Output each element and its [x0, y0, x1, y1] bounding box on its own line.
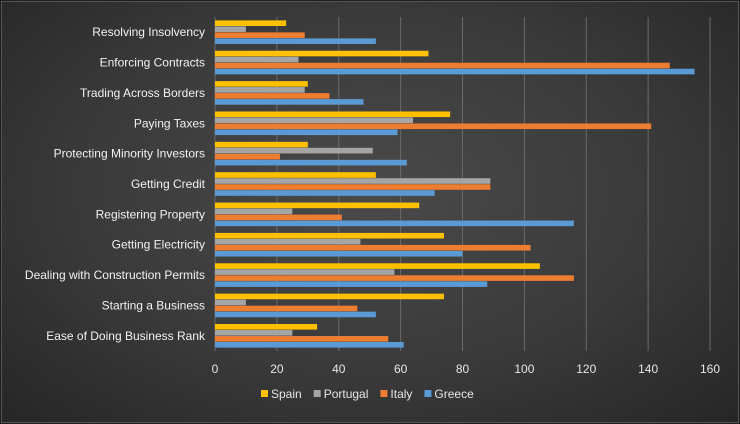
bar-spain — [215, 20, 287, 26]
bar-portugal — [215, 147, 373, 154]
bar-italy — [215, 305, 358, 312]
legend-label-portugal: Portugal — [324, 387, 369, 401]
bar-greece — [215, 68, 695, 75]
x-tick-label: 160 — [700, 362, 720, 376]
bar-portugal — [215, 269, 395, 275]
legend: Spain Portugal Italy Greece — [261, 387, 474, 401]
legend-label-spain: Spain — [271, 387, 302, 401]
bar-portugal — [215, 117, 413, 124]
bar-portugal — [215, 87, 305, 93]
category-label: Starting a Business — [102, 298, 205, 312]
category-label: Dealing with Construction Permits — [25, 268, 205, 282]
bar-italy — [215, 153, 280, 160]
x-tick-label: 120 — [576, 362, 596, 376]
legend-label-greece: Greece — [434, 387, 474, 401]
bar-greece — [215, 99, 364, 105]
bar-portugal — [215, 330, 293, 336]
bar-italy — [215, 336, 389, 342]
category-label: Registering Property — [96, 207, 205, 221]
bar-greece — [215, 250, 463, 257]
bar-greece — [215, 342, 404, 348]
bar-spain — [215, 293, 444, 300]
bar-spain — [215, 263, 540, 269]
category-label: Protecting Minority Investors — [54, 147, 205, 161]
bar-portugal — [215, 238, 361, 245]
bar-greece — [215, 159, 407, 166]
legend-swatch-spain — [261, 390, 268, 397]
x-tick-label: 0 — [212, 362, 219, 376]
category-label: Trading Across Borders — [80, 86, 205, 100]
category-label: Getting Electricity — [112, 238, 205, 252]
bar-spain — [215, 50, 429, 57]
bars — [215, 20, 695, 348]
bar-italy — [215, 275, 574, 281]
bar-portugal — [215, 56, 299, 63]
bar-greece — [215, 281, 488, 287]
category-label: Paying Taxes — [134, 116, 205, 130]
legend-label-italy: Italy — [390, 387, 412, 401]
x-tick-label: 20 — [270, 362, 284, 376]
x-tick-label: 60 — [394, 362, 408, 376]
x-tick-label: 100 — [514, 362, 534, 376]
x-tick-label: 140 — [638, 362, 658, 376]
bar-spain — [215, 172, 376, 178]
legend-swatch-italy — [380, 390, 388, 397]
bar-spain — [215, 111, 451, 118]
category-label: Ease of Doing Business Rank — [46, 329, 206, 343]
bar-spain — [215, 141, 308, 148]
bar-spain — [215, 81, 308, 87]
x-axis-ticks: 0 20 40 60 80 100 120 140 160 — [212, 362, 721, 376]
legend-swatch-greece — [424, 390, 432, 397]
bar-italy — [215, 93, 330, 99]
legend-swatch-portugal — [313, 390, 321, 397]
bar-greece — [215, 220, 574, 227]
bar-greece — [215, 129, 398, 136]
category-label: Enforcing Contracts — [100, 56, 205, 70]
bar-portugal — [215, 26, 246, 32]
bar-greece — [215, 311, 376, 318]
bar-italy — [215, 244, 531, 251]
bar-spain — [215, 232, 444, 239]
bar-portugal — [215, 208, 293, 215]
bar-greece — [215, 38, 376, 44]
bar-italy — [215, 62, 670, 69]
bar-portugal — [215, 178, 491, 184]
bar-spain — [215, 324, 318, 330]
bar-italy — [215, 32, 305, 38]
category-label: Getting Credit — [131, 177, 206, 191]
bar-italy — [215, 123, 652, 130]
x-tick-label: 80 — [456, 362, 470, 376]
category-labels: Resolving Insolvency Enforcing Contracts T… — [25, 25, 206, 343]
bar-spain — [215, 202, 420, 209]
bar-portugal — [215, 299, 246, 306]
x-tick-label: 40 — [332, 362, 346, 376]
bar-italy — [215, 184, 491, 190]
category-label: Resolving Insolvency — [92, 25, 205, 39]
bar-italy — [215, 214, 342, 221]
bar-greece — [215, 190, 435, 196]
